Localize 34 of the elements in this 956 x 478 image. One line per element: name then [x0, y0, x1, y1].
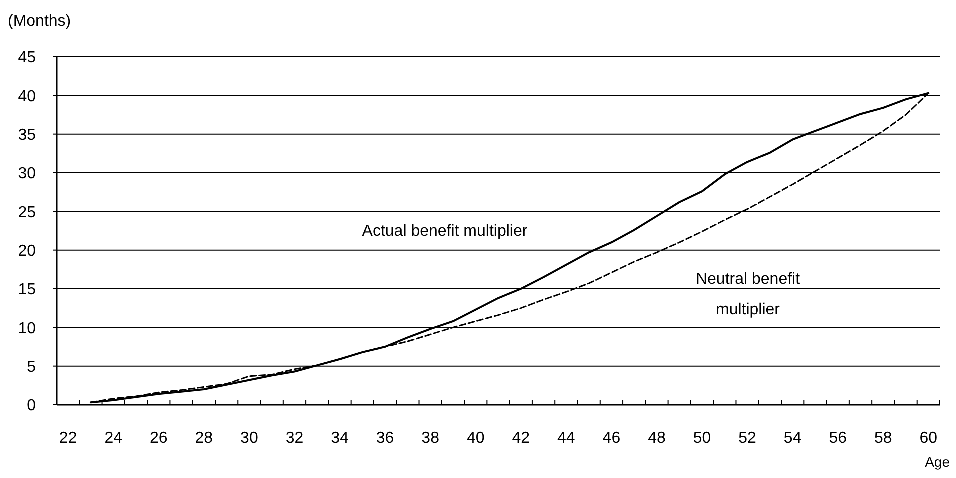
y-tick-label: 0 — [27, 398, 36, 415]
y-tick-label: 20 — [18, 242, 36, 260]
y-tick-label: 15 — [18, 282, 36, 299]
x-tick-label: 26 — [150, 430, 168, 447]
x-tick-label: 40 — [466, 430, 485, 447]
x-tick-label: 58 — [874, 430, 892, 447]
x-tick-label: 60 — [920, 430, 938, 447]
x-tick-label: 34 — [331, 430, 350, 447]
x-tick-label: 30 — [240, 430, 258, 447]
y-tick-label: 5 — [27, 358, 36, 376]
x-tick-label: 38 — [422, 430, 440, 447]
x-tick-label: 50 — [693, 430, 712, 447]
x-tick-label: 56 — [829, 430, 848, 447]
y-axis-title: (Months) — [8, 13, 72, 30]
x-tick-label: 46 — [602, 430, 621, 447]
x-tick-label: 22 — [59, 430, 78, 447]
x-tick-label: 44 — [558, 430, 576, 447]
y-tick-label: 10 — [18, 320, 36, 338]
x-axis-title: Age — [925, 454, 950, 470]
y-tick-label: 35 — [18, 126, 36, 144]
x-tick-label: 36 — [376, 430, 394, 447]
y-tick-label: 25 — [18, 204, 36, 222]
y-tick-label: 30 — [18, 166, 36, 183]
x-tick-label: 28 — [195, 430, 214, 447]
x-tick-label: 32 — [286, 430, 304, 447]
y-tick-label: 40 — [18, 88, 36, 106]
x-tick-label: 24 — [104, 430, 123, 447]
x-tick-label: 48 — [648, 430, 666, 447]
y-tick-label: 45 — [18, 50, 36, 67]
x-tick-label: 52 — [738, 430, 757, 447]
x-tick-label: 42 — [512, 430, 530, 447]
text: Actual benefit multiplier — [362, 223, 528, 240]
text: Neutral benefit multiplier — [696, 271, 801, 318]
x-tick-label: 54 — [784, 430, 802, 447]
